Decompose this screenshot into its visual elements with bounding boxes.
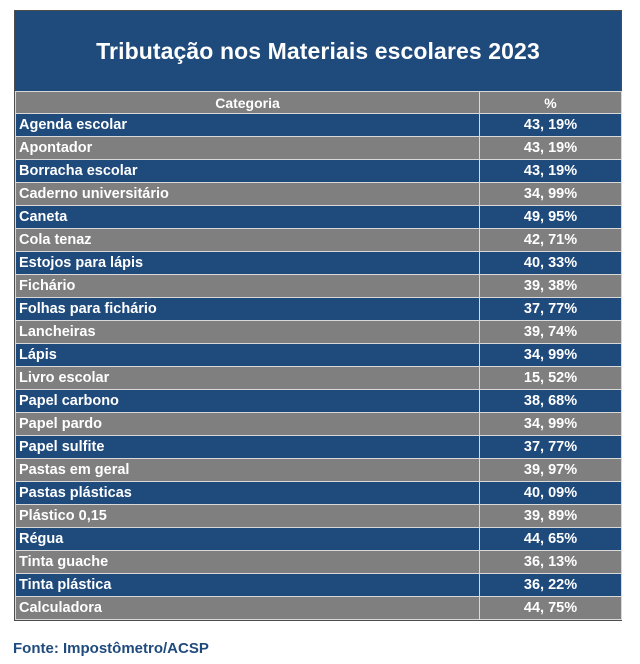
row-category: Tinta plástica (15, 573, 480, 597)
row-percent: 40, 09% (479, 481, 622, 505)
row-percent: 37, 77% (479, 435, 622, 459)
column-header-percent: % (479, 91, 622, 114)
row-category: Papel sulfite (15, 435, 480, 459)
row-category: Folhas para fichário (15, 297, 480, 321)
table-body: Agenda escolar 43, 19% Apontador 43, 19% Bor… (15, 113, 622, 620)
table-row: Pastas em geral 39, 97% (15, 458, 622, 482)
row-percent: 39, 38% (479, 274, 622, 298)
table-row: Estojos para lápis 40, 33% (15, 251, 622, 275)
row-percent: 39, 97% (479, 458, 622, 482)
row-category: Calculadora (15, 596, 480, 620)
table-row: Livro escolar 15, 52% (15, 366, 622, 390)
table-row: Caneta 49, 95% (15, 205, 622, 229)
row-percent: 40, 33% (479, 251, 622, 275)
row-category: Papel pardo (15, 412, 480, 436)
row-percent: 44, 65% (479, 527, 622, 551)
row-percent: 44, 75% (479, 596, 622, 620)
table-row: Caderno universitário 34, 99% (15, 182, 622, 206)
row-percent: 37, 77% (479, 297, 622, 321)
table-row: Papel carbono 38, 68% (15, 389, 622, 413)
row-category: Estojos para lápis (15, 251, 480, 275)
table-row: Régua 44, 65% (15, 527, 622, 551)
row-percent: 34, 99% (479, 343, 622, 367)
table-row: Tinta plástica 36, 22% (15, 573, 622, 597)
row-percent: 42, 71% (479, 228, 622, 252)
row-percent: 43, 19% (479, 113, 622, 137)
table-row: Pastas plásticas 40, 09% (15, 481, 622, 505)
table-row: Folhas para fichário 37, 77% (15, 297, 622, 321)
row-percent: 49, 95% (479, 205, 622, 229)
source-note: Fonte: Impostômetro/ACSP (13, 640, 209, 657)
row-category: Lancheiras (15, 320, 480, 344)
table-header-row: Categoria % (15, 91, 622, 114)
row-percent: 43, 19% (479, 136, 622, 160)
table-row: Tinta guache 36, 13% (15, 550, 622, 574)
column-header-category: Categoria (15, 91, 480, 114)
row-category: Pastas em geral (15, 458, 480, 482)
row-category: Pastas plásticas (15, 481, 480, 505)
row-percent: 39, 89% (479, 504, 622, 528)
row-category: Papel carbono (15, 389, 480, 413)
table-row: Apontador 43, 19% (15, 136, 622, 160)
row-category: Caneta (15, 205, 480, 229)
row-category: Caderno universitário (15, 182, 480, 206)
row-percent: 34, 99% (479, 182, 622, 206)
row-percent: 36, 22% (479, 573, 622, 597)
table-row: Borracha escolar 43, 19% (15, 159, 622, 183)
row-category: Agenda escolar (15, 113, 480, 137)
table-row: Papel pardo 34, 99% (15, 412, 622, 436)
row-category: Cola tenaz (15, 228, 480, 252)
tax-table: Categoria % Agenda escolar 43, 19% Apontad… (15, 91, 622, 620)
table-row: Lancheiras 39, 74% (15, 320, 622, 344)
row-category: Tinta guache (15, 550, 480, 574)
row-category: Lápis (15, 343, 480, 367)
table-row: Calculadora 44, 75% (15, 596, 622, 620)
row-category: Régua (15, 527, 480, 551)
row-percent: 43, 19% (479, 159, 622, 183)
table-row: Papel sulfite 37, 77% (15, 435, 622, 459)
row-category: Apontador (15, 136, 480, 160)
table-row: Lápis 34, 99% (15, 343, 622, 367)
row-category: Plástico 0,15 (15, 504, 480, 528)
tax-table-card: Tributação nos Materiais escolares 2023 … (14, 10, 622, 621)
row-category: Borracha escolar (15, 159, 480, 183)
row-percent: 15, 52% (479, 366, 622, 390)
table-row: Agenda escolar 43, 19% (15, 113, 622, 137)
row-percent: 36, 13% (479, 550, 622, 574)
table-row: Fichário 39, 38% (15, 274, 622, 298)
row-percent: 34, 99% (479, 412, 622, 436)
table-row: Plástico 0,15 39, 89% (15, 504, 622, 528)
row-category: Fichário (15, 274, 480, 298)
row-percent: 39, 74% (479, 320, 622, 344)
row-category: Livro escolar (15, 366, 480, 390)
table-title: Tributação nos Materiais escolares 2023 (15, 11, 621, 91)
row-percent: 38, 68% (479, 389, 622, 413)
table-row: Cola tenaz 42, 71% (15, 228, 622, 252)
